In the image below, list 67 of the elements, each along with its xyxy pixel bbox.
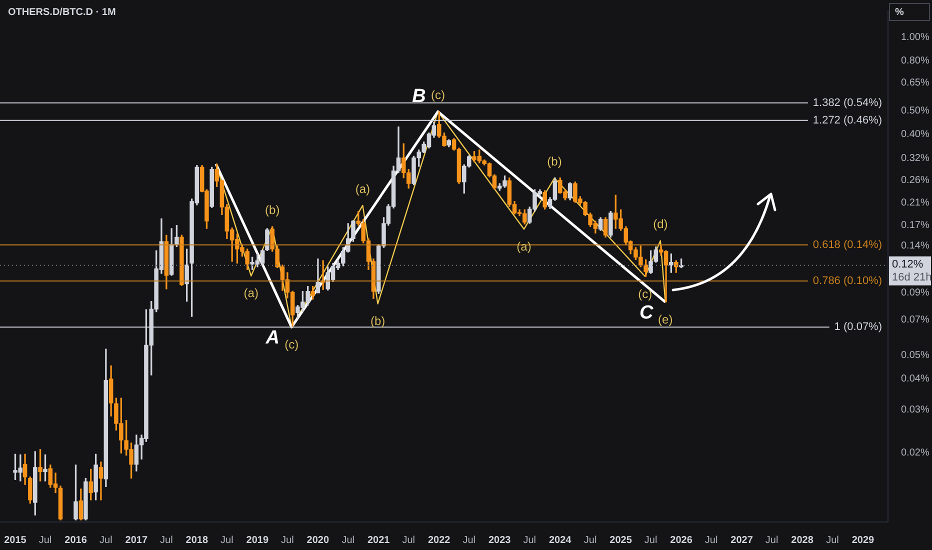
annotation: C: [640, 302, 654, 324]
annotation: (a): [355, 182, 370, 196]
x-tick-label: Jul: [38, 534, 52, 546]
x-tick-label: 2022: [428, 534, 451, 546]
x-tick-label: 2018: [186, 534, 208, 546]
x-tick-label: Jul: [160, 534, 173, 546]
x-tick-label: Jul: [342, 534, 355, 546]
x-tick-label: 2015: [4, 534, 27, 546]
x-tick-label: 2020: [306, 534, 330, 546]
x-tick-label: Jul: [704, 534, 718, 546]
x-tick-label: 2025: [610, 534, 632, 546]
y-tick-label: 1.00%: [901, 32, 930, 43]
ref-line-label: 0.618 (0.14%): [812, 238, 882, 251]
x-tick-label: Jul: [765, 534, 778, 546]
y-tick-label: 0.09%: [901, 288, 930, 299]
x-tick-label: 2028: [791, 534, 814, 546]
x-tick-label: Jul: [281, 534, 294, 546]
x-tick-label: 2021: [367, 534, 390, 546]
ref-line-label: 0.786 (0.10%): [812, 275, 882, 288]
y-tick-label: 0.03%: [901, 404, 930, 416]
y-tick-label: 0.26%: [901, 174, 930, 186]
x-tick-label: Jul: [220, 534, 234, 546]
ref-line-label: 1 (0.07%): [834, 321, 882, 334]
y-tick-label: 0.32%: [901, 152, 930, 164]
y-tick-label: 0.14%: [901, 240, 930, 252]
y-tick-label: 0.21%: [901, 198, 930, 209]
x-tick-label: Jul: [523, 534, 536, 546]
text: 16d 21h: [892, 271, 932, 284]
y-tick-label: 0.80%: [901, 56, 930, 67]
x-tick-label: Jul: [826, 534, 839, 546]
y-tick-label: 0.04%: [901, 374, 930, 385]
chart-title: OTHERS.D/BTC.D · 1M: [8, 6, 116, 18]
x-tick-label: Jul: [100, 534, 112, 546]
x-tick-label: 2019: [246, 534, 269, 546]
y-tick-label: 0.17%: [901, 220, 930, 232]
y-tick-label: 0.65%: [901, 78, 930, 89]
x-tick-label: Jul: [644, 534, 658, 546]
x-tick-label: Jul: [462, 534, 476, 546]
x-tick-label: 2017: [125, 534, 148, 546]
x-tick-label: Jul: [584, 534, 597, 546]
x-tick-label: Jul: [402, 534, 416, 546]
y-tick-label: 0.07%: [901, 314, 930, 326]
y-axis-title: %: [895, 6, 904, 18]
ref-line-label: 0.12%: [892, 258, 924, 270]
annotation: B: [412, 86, 426, 107]
annotation: (d): [653, 217, 668, 232]
x-tick-label: 2029: [852, 534, 875, 546]
annotation: (c): [430, 88, 445, 102]
x-tick-label: 2016: [64, 534, 88, 546]
annotation: (b): [370, 314, 386, 328]
annotation: A: [264, 327, 280, 348]
annotation: (c): [284, 337, 299, 352]
y-tick-label: 0.05%: [901, 350, 930, 362]
x-tick-label: 2027: [730, 534, 754, 546]
ref-line-label: 1.382 (0.54%): [812, 96, 882, 109]
y-tick-label: 0.50%: [901, 106, 930, 117]
y-tick-label: 0.02%: [901, 447, 930, 458]
ref-line-label: 1.272 (0.46%): [812, 114, 882, 126]
annotation: (b): [547, 154, 562, 168]
x-tick-label: 2026: [670, 534, 693, 546]
annotation: (b): [265, 203, 280, 218]
y-tick-label: 0.40%: [901, 129, 930, 140]
annotation: (c): [638, 286, 652, 301]
x-tick-label: 2024: [548, 534, 572, 546]
annotation: (e): [658, 312, 673, 326]
x-tick-label: 2023: [488, 534, 512, 546]
annotation: (a): [244, 286, 258, 300]
